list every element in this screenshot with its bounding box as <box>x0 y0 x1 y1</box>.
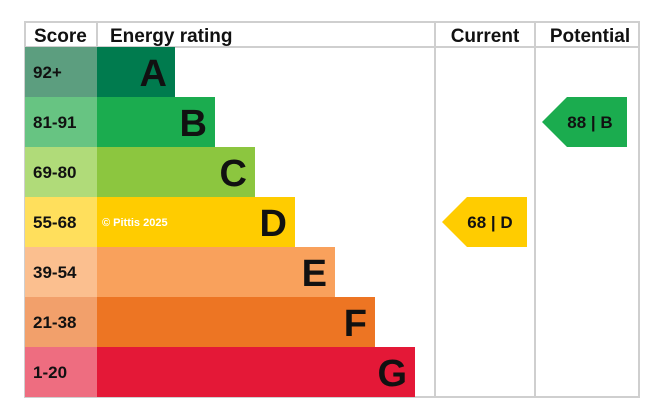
band-letter-F: F <box>344 303 367 345</box>
watermark: © Pittis 2025 <box>102 217 168 229</box>
score-cell-C <box>25 147 97 197</box>
header-current: Current <box>451 26 520 47</box>
current-rating-arrow <box>442 197 527 247</box>
score-cell-F <box>25 297 97 347</box>
band-bar-D <box>97 197 295 247</box>
score-range-F: 21-38 <box>33 313 76 332</box>
band-letter-G: G <box>377 353 407 395</box>
band-bar-C <box>97 147 255 197</box>
score-range-C: 69-80 <box>33 163 76 182</box>
band-bar-F <box>97 297 375 347</box>
band-bar-G <box>97 347 415 397</box>
score-cell-B <box>25 97 97 147</box>
header-score: Score <box>34 26 87 47</box>
score-cell-D <box>25 197 97 247</box>
potential-rating-arrow <box>542 97 627 147</box>
header-potential: Potential <box>550 26 630 47</box>
header-energy-rating: Energy rating <box>110 26 232 47</box>
score-cell-A <box>25 47 97 97</box>
current-rating-label: 68 | D <box>467 213 512 232</box>
potential-rating-label: 88 | B <box>567 113 612 132</box>
band-letter-E: E <box>302 253 327 295</box>
band-bar-E <box>97 247 335 297</box>
band-bar-A <box>97 47 175 97</box>
score-range-B: 81-91 <box>33 113 76 132</box>
band-letter-C: C <box>220 153 247 195</box>
band-letter-B: B <box>180 103 207 145</box>
score-range-E: 39-54 <box>33 263 77 282</box>
score-range-G: 1-20 <box>33 363 67 382</box>
band-bar-B <box>97 97 215 147</box>
score-cell-E <box>25 247 97 297</box>
band-letter-D: D <box>260 203 287 245</box>
score-cell-G <box>25 347 97 397</box>
score-range-A: 92+ <box>33 63 62 82</box>
band-letter-A: A <box>140 53 167 95</box>
score-range-D: 55-68 <box>33 213 76 232</box>
